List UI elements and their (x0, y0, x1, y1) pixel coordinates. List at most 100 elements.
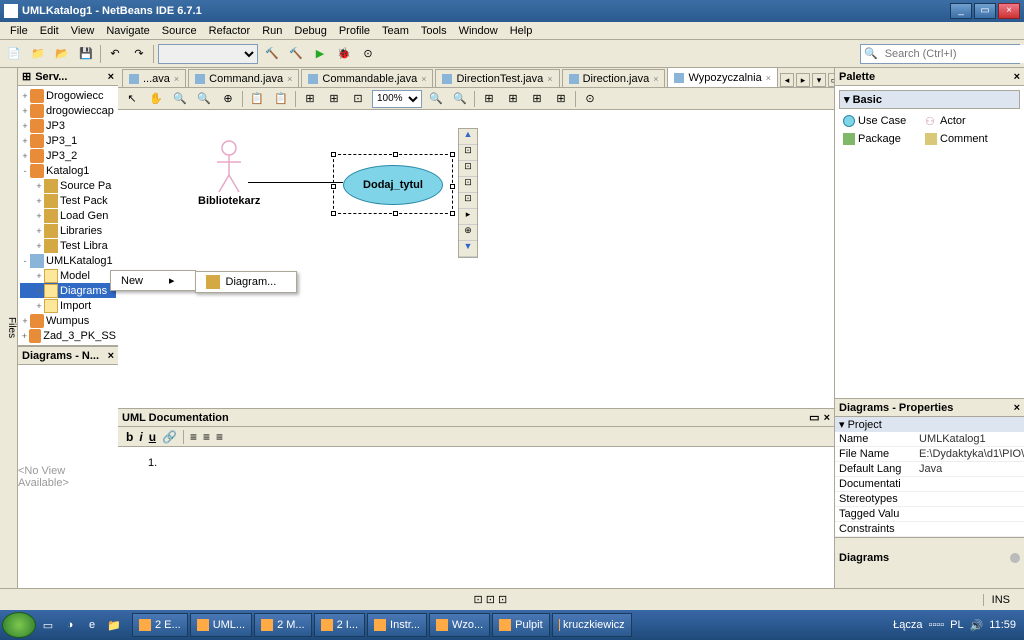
taskbar-item[interactable]: 2 I... (314, 613, 365, 637)
editor-tab[interactable]: Wypozyczalnia× (667, 67, 778, 87)
debug-button[interactable]: 🐞 (334, 44, 354, 64)
relation3-button[interactable]: ⊞ (527, 89, 547, 109)
context-new-item[interactable]: New ▸ Diagram... (111, 271, 195, 290)
editor-tab[interactable]: ...ava× (122, 69, 186, 87)
tab-close-icon[interactable]: × (766, 73, 771, 83)
redo-button[interactable]: ↷ (129, 44, 149, 64)
tool-down-icon[interactable]: ▼ (459, 241, 477, 257)
paste-button[interactable]: 📋 (271, 89, 291, 109)
new-project-button[interactable]: 📁 (28, 44, 48, 64)
taskbar-item[interactable]: Pulpit (492, 613, 550, 637)
clean-build-button[interactable]: 🔨 (286, 44, 306, 64)
twist-icon[interactable]: + (34, 226, 44, 236)
palette-item[interactable]: Use Case (839, 113, 919, 129)
pan-tool[interactable]: ✋ (146, 89, 166, 109)
select-tool[interactable]: ↖ (122, 89, 142, 109)
tree-item[interactable]: +Libraries (20, 223, 116, 238)
bold-button[interactable]: b (126, 430, 133, 444)
tree-item[interactable]: +Source Pa (20, 178, 116, 193)
diagram-canvas[interactable]: Bibliotekarz Dodaj_tytul ▲ ⊡ ⊡ ⊡ ⊡ ▸ ⊕ ▼ (118, 110, 834, 408)
tool-6[interactable]: ⊕ (459, 225, 477, 241)
twist-icon[interactable]: + (34, 271, 44, 281)
property-row[interactable]: Default LangJava (835, 462, 1024, 477)
prop-value[interactable] (915, 522, 1024, 536)
editor-tab[interactable]: Direction.java× (562, 69, 666, 87)
tab-close-icon[interactable]: × (287, 74, 292, 84)
start-button[interactable] (2, 612, 36, 638)
maximize-button[interactable]: ▭ (974, 3, 996, 19)
fit-button[interactable]: ⊡ (348, 89, 368, 109)
twist-icon[interactable]: + (20, 331, 29, 341)
properties-close-icon[interactable]: × (1014, 402, 1020, 414)
layout-button[interactable]: ⊞ (324, 89, 344, 109)
tab-list-button[interactable]: ▾ (812, 73, 826, 87)
tab-close-icon[interactable]: × (421, 74, 426, 84)
tree-item[interactable]: +JP3 (20, 118, 116, 133)
copy-button[interactable]: 📋 (247, 89, 267, 109)
property-row[interactable]: Tagged Valu (835, 507, 1024, 522)
tree-item[interactable]: +drogowieccap (20, 103, 116, 118)
menu-debug[interactable]: Debug (288, 25, 332, 37)
relation-button[interactable]: ⊞ (479, 89, 499, 109)
palette-close-icon[interactable]: × (1014, 71, 1020, 83)
doc-minimize-icon[interactable]: ▭ (809, 411, 819, 424)
undo-button[interactable]: ↶ (105, 44, 125, 64)
align-right-button[interactable]: ≡ (216, 430, 223, 444)
taskbar-item[interactable]: 2 M... (254, 613, 312, 637)
profile-button[interactable]: ⊙ (358, 44, 378, 64)
tool-5[interactable]: ▸ (459, 209, 477, 225)
search-input[interactable] (881, 45, 1024, 63)
property-row[interactable]: Constraints (835, 522, 1024, 537)
tree-item[interactable]: +Drogowiecc (20, 88, 116, 103)
taskbar-item[interactable]: 2 E... (132, 613, 188, 637)
relation2-button[interactable]: ⊞ (503, 89, 523, 109)
minimize-button[interactable]: _ (950, 3, 972, 19)
project-tree[interactable]: +Drogowiecc+drogowieccap+JP3+JP3_1+JP3_2… (18, 86, 118, 345)
menu-profile[interactable]: Profile (333, 25, 376, 37)
tab-prev-button[interactable]: ◂ (780, 73, 794, 87)
quick-launch-3[interactable]: e (82, 615, 102, 635)
tree-item[interactable]: +JP3_1 (20, 133, 116, 148)
tab-close-icon[interactable]: × (547, 74, 552, 84)
context-submenu[interactable]: Diagram... (195, 271, 298, 293)
zoom-select[interactable]: 100% (372, 90, 422, 108)
quick-launch-4[interactable]: 📁 (104, 615, 124, 635)
editor-tab[interactable]: Commandable.java× (301, 69, 433, 87)
tree-item[interactable]: +Test Libra (20, 238, 116, 253)
twist-icon[interactable]: + (20, 121, 30, 131)
taskbar-item[interactable]: kruczkiewicz (552, 613, 632, 637)
underline-button[interactable]: u (149, 430, 156, 444)
prop-value[interactable]: UMLKatalog1 (915, 432, 1024, 446)
twist-icon[interactable]: + (34, 241, 44, 251)
association-line[interactable] (248, 182, 343, 183)
prop-value[interactable]: Java (915, 462, 1024, 476)
twist-icon[interactable]: + (20, 91, 30, 101)
prop-value[interactable]: E:\Dydaktyka\d1\PIO\laboratorium\... (915, 447, 1024, 461)
menu-team[interactable]: Team (376, 25, 415, 37)
tree-item[interactable]: -UMLKatalog1 (20, 253, 116, 268)
palette-item[interactable]: ⚇Actor (921, 113, 1001, 129)
menu-source[interactable]: Source (156, 25, 203, 37)
prop-value[interactable] (915, 477, 1024, 491)
property-row[interactable]: Documentati (835, 477, 1024, 492)
menu-navigate[interactable]: Navigate (100, 25, 155, 37)
zoom-region-tool[interactable]: 🔍 (194, 89, 214, 109)
save-all-button[interactable]: 💾 (76, 44, 96, 64)
prop-value[interactable] (915, 507, 1024, 521)
actor-element[interactable]: Bibliotekarz (198, 140, 260, 207)
tree-item[interactable]: +Diagrams (20, 283, 116, 298)
menu-help[interactable]: Help (504, 25, 539, 37)
run-button[interactable]: ▶ (310, 44, 330, 64)
taskbar-item[interactable]: Wzo... (429, 613, 490, 637)
align-center-button[interactable]: ≡ (203, 430, 210, 444)
twist-icon[interactable]: + (20, 136, 30, 146)
tab-next-button[interactable]: ▸ (796, 73, 810, 87)
relation4-button[interactable]: ⊞ (551, 89, 571, 109)
new-file-button[interactable]: 📄 (4, 44, 24, 64)
taskbar-item[interactable]: UML... (190, 613, 252, 637)
tree-item[interactable]: +Model (20, 268, 116, 283)
twist-icon[interactable]: - (20, 166, 30, 176)
tool-up-icon[interactable]: ▲ (459, 129, 477, 145)
twist-icon[interactable]: + (20, 106, 30, 116)
marquee-tool[interactable]: ⊕ (218, 89, 238, 109)
